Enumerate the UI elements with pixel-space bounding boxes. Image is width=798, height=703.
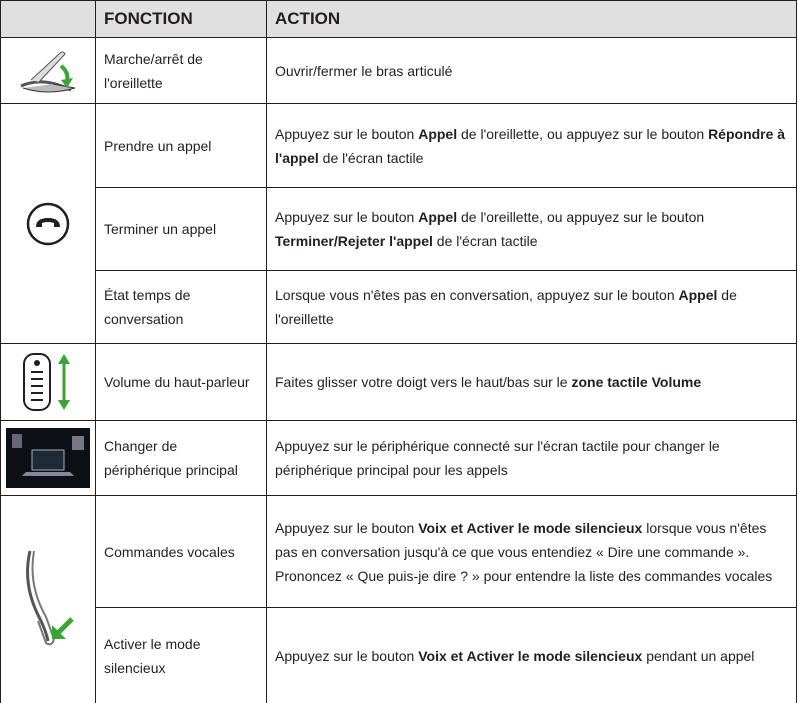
header-row: FONCTION ACTION — [0, 0, 797, 38]
action-bold-text: Appel — [678, 287, 718, 303]
icon-cell — [0, 495, 96, 703]
action-bold-text: zone tactile Volume — [571, 374, 702, 390]
header-action: ACTION — [266, 0, 797, 38]
action-bold-text: Appel — [418, 209, 458, 225]
table-row: Volume du haut-parleur Faites glisser vot… — [0, 343, 797, 421]
table-row: Changer de périphérique principal Appuyez… — [0, 420, 797, 496]
icon-cell — [0, 103, 96, 344]
action-text: de l'écran tactile — [432, 233, 538, 249]
action-bold-text: Répondre à l'appel — [275, 125, 786, 166]
function-cell: Volume du haut-parleur — [95, 343, 267, 421]
header-icon — [0, 0, 96, 38]
table-body: Marche/arrêt de l'oreillette Ouvrir/ferme… — [0, 37, 797, 703]
icon-cell — [0, 420, 96, 496]
action-text: Appuyez sur le bouton — [275, 647, 419, 664]
icon-cell — [0, 37, 96, 104]
action-text: Appuyez sur le bouton — [275, 519, 419, 536]
action-cell: Appuyez sur le périphérique connecté sur… — [266, 420, 797, 496]
table-row: Terminer un appel Appuyez sur le bouton A… — [1, 187, 797, 271]
action-text: de l'écran tactile — [318, 149, 424, 166]
function-cell: Marche/arrêt de l'oreillette — [95, 37, 267, 104]
function-cell: Changer de périphérique principal — [95, 420, 267, 496]
action-text: lorsque vous n'êtes pas en conversation … — [275, 519, 773, 584]
action-text: de l'oreillette — [275, 287, 737, 327]
action-text: Appuyez sur le bouton — [275, 209, 419, 225]
action-bold-text: Voix et Activer le mode silencieux — [418, 519, 643, 536]
action-text: pendant un appel — [642, 647, 755, 664]
header-function: FONCTION — [95, 0, 267, 38]
icon — [26, 550, 74, 645]
icon — [26, 202, 70, 245]
action-text: Appuyez sur le périphérique connecté sur… — [275, 438, 720, 478]
table-row: Activer le mode silencieux Appuyez sur le… — [1, 607, 797, 703]
action-cell: Lorsque vous n'êtes pas en conversation,… — [266, 270, 797, 344]
table-row: Prendre un appel Appuyez sur le bouton Ap… — [0, 103, 797, 344]
action-text: Appuyez sur le bouton — [275, 125, 419, 142]
action-cell: Appuyez sur le bouton Appel de l'oreille… — [266, 187, 797, 271]
action-bold-text: Voix et Activer le mode silencieux — [418, 647, 643, 664]
action-bold-text: Terminer/Rejeter l'appel — [275, 233, 433, 249]
function-cell: État temps de conversation — [95, 270, 267, 344]
action-text: Faites glisser votre doigt vers le haut/… — [275, 374, 572, 390]
table-row: Commandes vocales Appuyez sur le bouton V… — [0, 495, 797, 703]
function-cell: Prendre un appel — [95, 103, 267, 188]
table-row: Marche/arrêt de l'oreillette Ouvrir/ferme… — [0, 37, 797, 104]
action-text: Lorsque vous n'êtes pas en conversation,… — [275, 287, 679, 303]
icon — [20, 51, 76, 92]
icon — [23, 353, 70, 411]
action-cell: Appuyez sur le bouton Appel de l'oreille… — [266, 103, 797, 188]
action-cell: Appuyez sur le bouton Voix et Activer le… — [266, 607, 797, 703]
action-cell: Ouvrir/fermer le bras articulé — [266, 37, 797, 104]
table-row: État temps de conversation Lorsque vous n… — [1, 270, 797, 344]
icon-cell — [0, 343, 96, 421]
action-bold-text: Appel — [418, 125, 458, 142]
action-text: de l'oreillette, ou appuyez sur le bouto… — [457, 209, 705, 225]
function-cell: Activer le mode silencieux — [95, 607, 267, 703]
icon — [6, 428, 90, 488]
action-cell: Faites glisser votre doigt vers le haut/… — [266, 343, 797, 421]
action-text: Ouvrir/fermer le bras articulé — [275, 62, 453, 79]
action-cell: Appuyez sur le bouton Voix et Activer le… — [266, 495, 797, 608]
function-cell: Terminer un appel — [95, 187, 267, 271]
function-cell: Commandes vocales — [95, 495, 267, 608]
action-text: de l'oreillette, ou appuyez sur le bouto… — [457, 125, 709, 142]
